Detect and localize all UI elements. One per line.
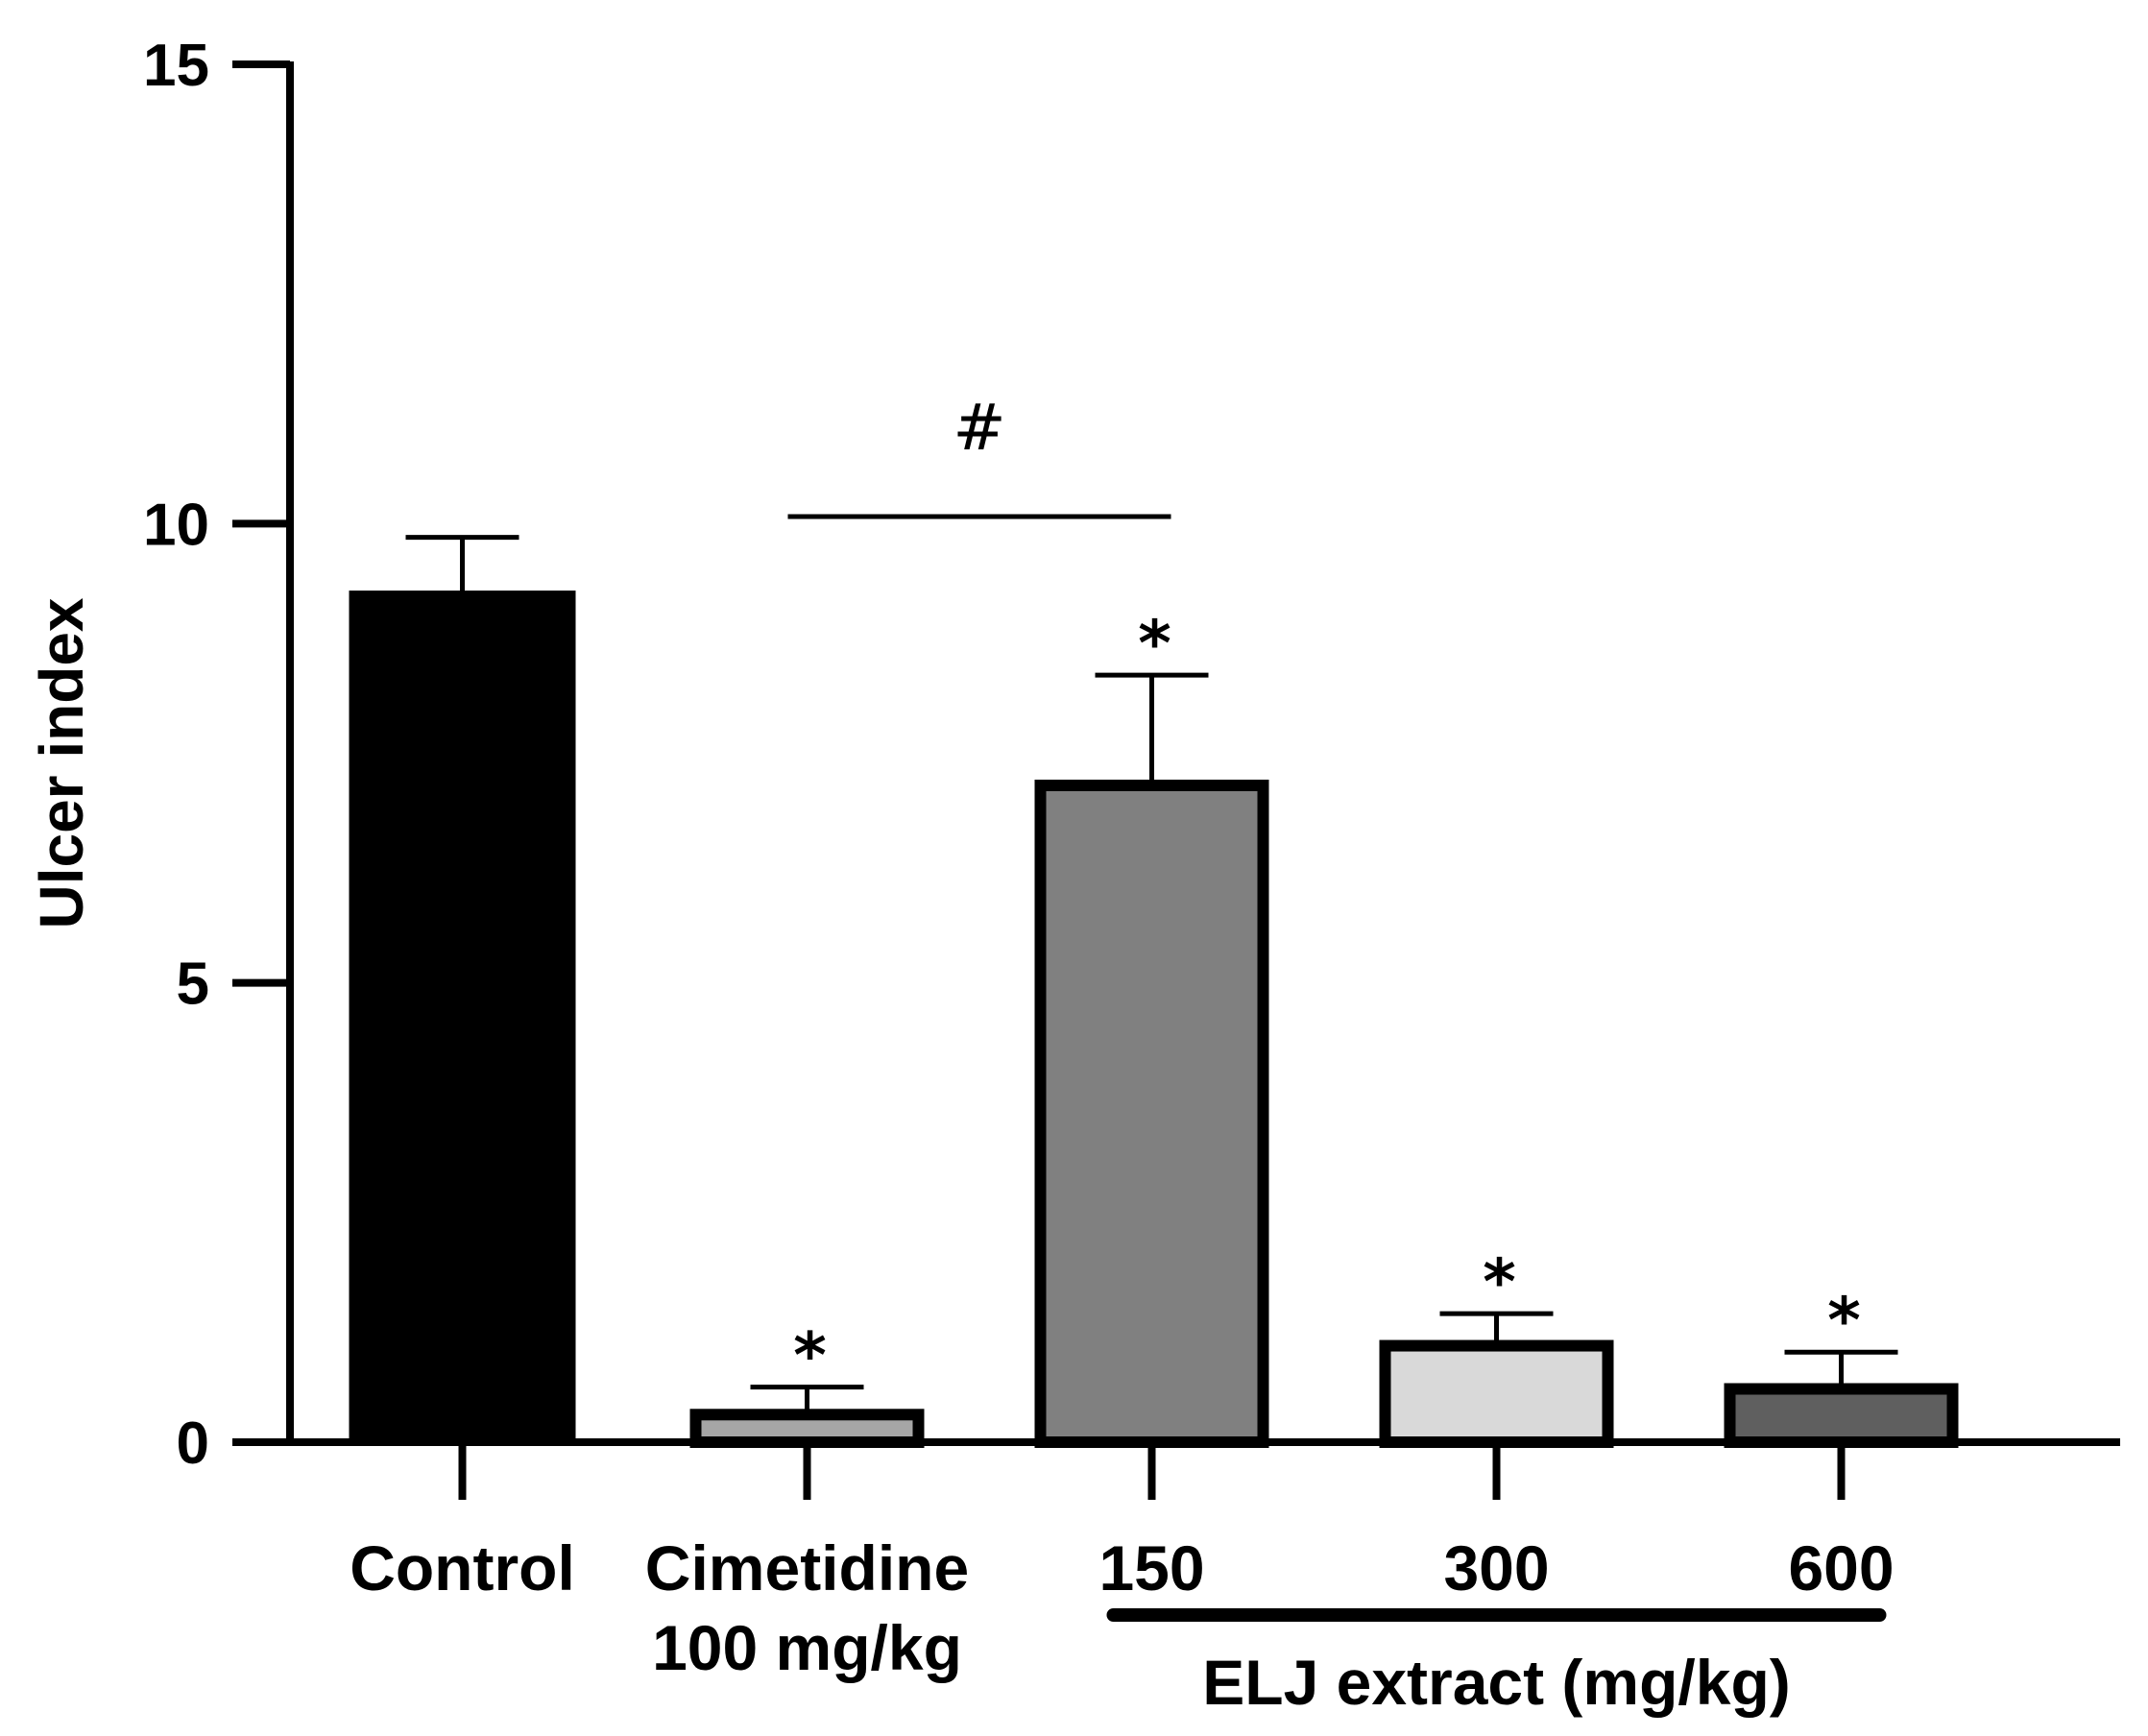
- error-bars-layer: [405, 535, 1898, 1415]
- category-label-0: Control: [350, 1532, 575, 1603]
- comparison-symbol: #: [953, 391, 1005, 465]
- y-tick-label-0: 0: [177, 1410, 209, 1477]
- annotations-layer: * * * * #: [787, 391, 1887, 1622]
- category-label-1: Cimetidine: [645, 1532, 969, 1603]
- category-label-2: 150: [1098, 1532, 1204, 1603]
- labels-layer: 0 5 10 15 Control Cimetidine 100 mg/kg 150 300 60…: [27, 33, 1895, 1718]
- category-label-3: 300: [1443, 1532, 1549, 1603]
- significance-marker-2: *: [1138, 607, 1171, 681]
- significance-marker-1: *: [793, 1319, 827, 1393]
- y-tick-label-3: 15: [143, 33, 209, 99]
- significance-marker-4: *: [1827, 1284, 1861, 1358]
- bar-0: [349, 591, 576, 1444]
- y-tick-label-2: 10: [143, 492, 209, 558]
- bar-4: [1724, 1383, 1959, 1448]
- axes-layer: [232, 60, 2120, 1500]
- category-sublabel-1: 100 mg/kg: [652, 1612, 962, 1683]
- y-tick-label-1: 5: [177, 952, 209, 1018]
- bar-3: [1379, 1339, 1614, 1449]
- bar-2: [1034, 779, 1269, 1448]
- bar-1: [689, 1409, 925, 1449]
- significance-marker-3: *: [1483, 1245, 1516, 1319]
- y-axis-title: Ulcer index: [27, 597, 96, 928]
- category-label-4: 600: [1788, 1532, 1894, 1603]
- group-label: ELJ extract (mg/kg): [1202, 1647, 1791, 1718]
